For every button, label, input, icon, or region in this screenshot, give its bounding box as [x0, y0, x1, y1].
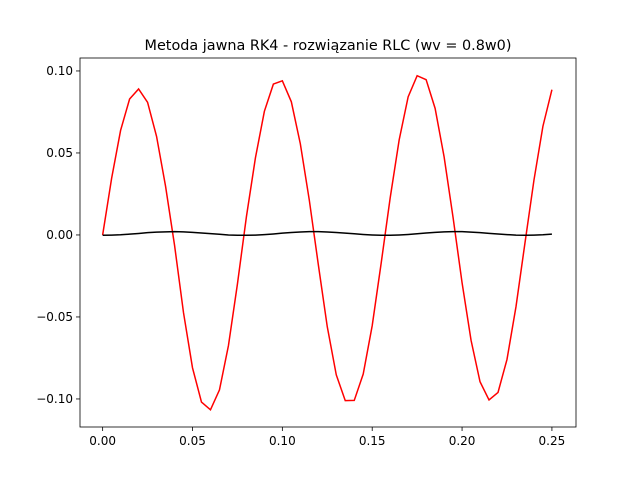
chart-title: Metoda jawna RK4 - rozwiązanie RLC (wv =… — [145, 38, 512, 54]
y-tick-label: 0.05 — [46, 146, 73, 160]
y-tick-label: −0.05 — [36, 310, 73, 324]
x-tick-label: 0.20 — [449, 434, 476, 448]
line-series — [102, 230, 552, 237]
line-series — [101, 74, 553, 412]
x-tick-label: 0.25 — [539, 434, 566, 448]
x-tick-label: 0.15 — [359, 434, 386, 448]
y-tick-label: 0.10 — [46, 64, 73, 78]
x-tick-label: 0.00 — [89, 434, 116, 448]
x-tick-label: 0.10 — [269, 434, 296, 448]
y-tick-label: 0.00 — [46, 228, 73, 242]
y-tick-label: −0.10 — [36, 392, 73, 406]
axes-frame — [79, 57, 577, 428]
x-tick-label: 0.05 — [179, 434, 206, 448]
